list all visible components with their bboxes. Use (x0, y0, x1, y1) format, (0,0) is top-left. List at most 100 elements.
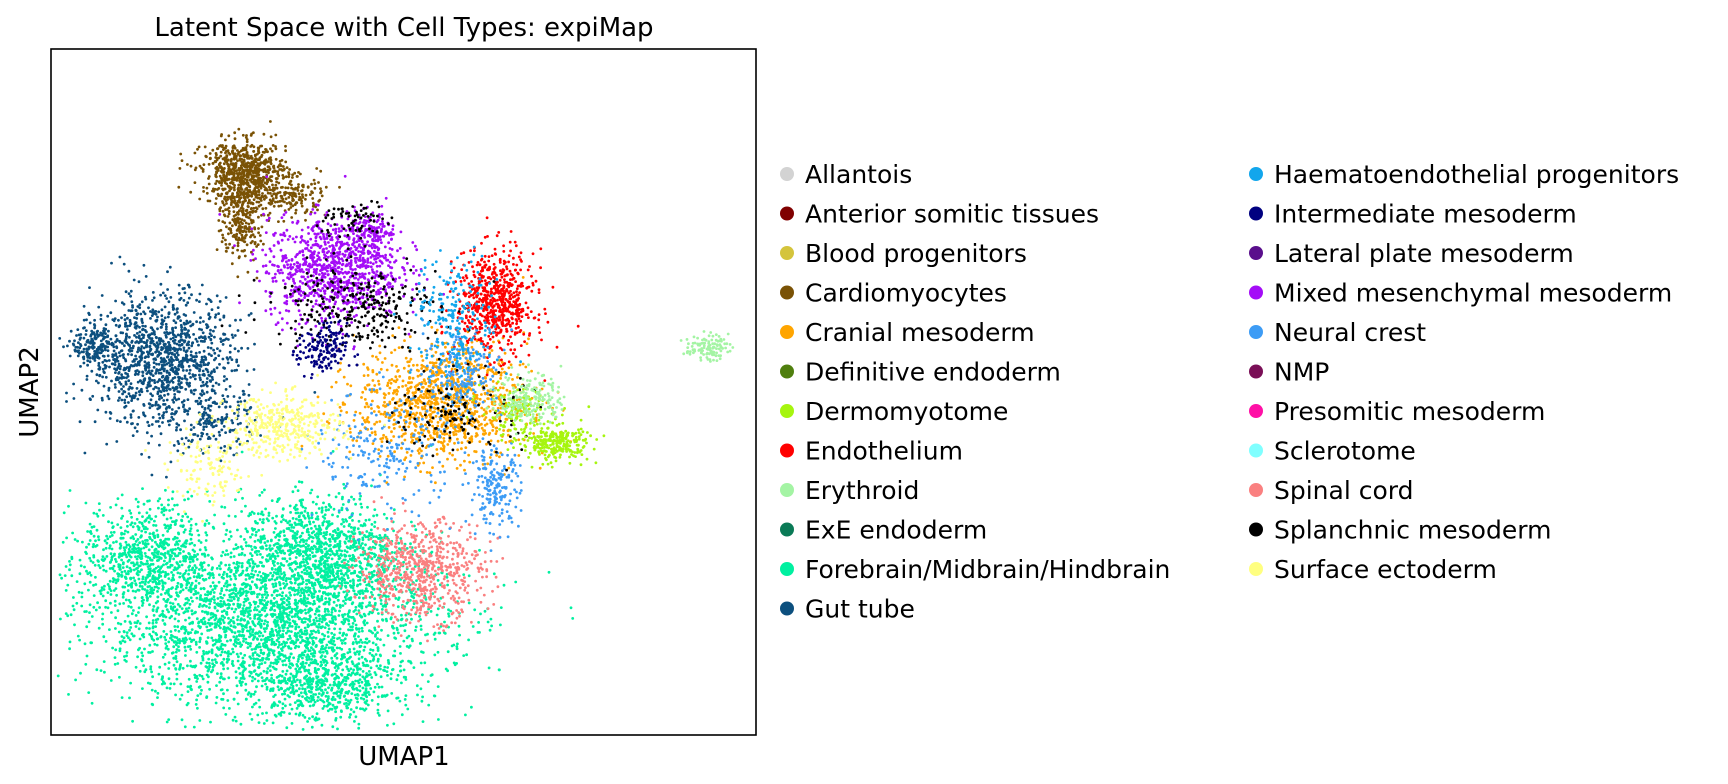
data-point (265, 613, 269, 617)
data-point (198, 646, 202, 649)
data-point (260, 581, 263, 585)
data-point (272, 585, 275, 589)
data-point (305, 629, 308, 633)
data-point (281, 663, 285, 667)
data-point (181, 666, 185, 670)
data-point (114, 503, 118, 507)
data-point (297, 657, 300, 661)
data-point (170, 497, 174, 501)
data-point (205, 598, 209, 602)
data-point (134, 540, 138, 543)
data-point (177, 594, 180, 598)
data-point (234, 589, 238, 593)
data-point (282, 571, 286, 574)
data-point (250, 580, 254, 584)
data-point (241, 656, 245, 660)
data-point (187, 572, 191, 576)
data-point (136, 655, 140, 659)
data-point (207, 522, 211, 525)
data-point (368, 693, 371, 696)
data-point (258, 601, 262, 605)
data-point (288, 504, 292, 508)
data-point (303, 650, 307, 654)
data-point (348, 715, 351, 719)
data-point (307, 593, 311, 597)
data-point (250, 572, 253, 576)
data-point (248, 606, 252, 609)
data-point (221, 647, 224, 651)
data-point (211, 588, 215, 592)
data-point (238, 561, 241, 565)
data-point (267, 511, 271, 515)
data-point (186, 701, 190, 705)
data-point (219, 599, 223, 603)
data-point (92, 525, 96, 528)
data-point (291, 663, 295, 667)
data-point (285, 669, 289, 673)
data-point (205, 605, 208, 608)
data-point (78, 572, 82, 576)
data-point (251, 630, 255, 634)
data-point (367, 670, 371, 673)
data-point (313, 589, 316, 593)
data-point (376, 659, 380, 663)
data-point (136, 543, 140, 547)
data-point (133, 522, 137, 525)
data-point (316, 580, 320, 584)
data-point (333, 691, 337, 695)
data-point (406, 707, 410, 711)
data-point (129, 576, 133, 580)
data-point (168, 509, 172, 512)
data-point (67, 504, 70, 508)
data-point (106, 591, 110, 594)
data-point (263, 593, 267, 596)
data-point (324, 646, 328, 649)
data-point (300, 665, 303, 669)
data-point (276, 704, 280, 707)
data-point (271, 615, 274, 618)
data-point (252, 660, 256, 664)
data-point (307, 517, 311, 520)
data-point (193, 553, 196, 557)
data-point (278, 674, 282, 677)
data-point (264, 636, 268, 640)
data-point (303, 690, 307, 693)
data-point (379, 664, 382, 668)
data-point (145, 589, 149, 592)
data-point (371, 587, 375, 591)
data-point (196, 630, 200, 634)
data-point (297, 625, 301, 629)
data-point (253, 545, 257, 549)
data-point (304, 611, 308, 615)
data-point (169, 630, 173, 633)
data-point (210, 568, 214, 571)
data-point (259, 575, 263, 578)
data-point (96, 601, 99, 605)
data-point (289, 652, 293, 656)
data-point (252, 692, 256, 696)
data-point (340, 560, 344, 564)
data-point (271, 641, 275, 644)
data-point (325, 699, 329, 703)
data-point (72, 596, 75, 599)
data-point (155, 637, 159, 641)
data-point (182, 559, 186, 563)
data-point (209, 574, 212, 577)
data-point (229, 535, 233, 538)
data-point (138, 669, 142, 673)
data-point (83, 642, 87, 646)
data-point (253, 690, 257, 694)
data-point (183, 578, 186, 581)
data-point (229, 624, 233, 628)
data-point (134, 625, 138, 628)
data-point (198, 598, 202, 601)
data-point (167, 677, 171, 681)
data-point (282, 582, 285, 585)
data-point (195, 650, 199, 654)
data-point (313, 622, 317, 625)
data-point (220, 505, 224, 509)
data-point (374, 553, 377, 557)
data-point (340, 641, 344, 645)
data-point (93, 563, 97, 567)
data-point (301, 638, 304, 642)
